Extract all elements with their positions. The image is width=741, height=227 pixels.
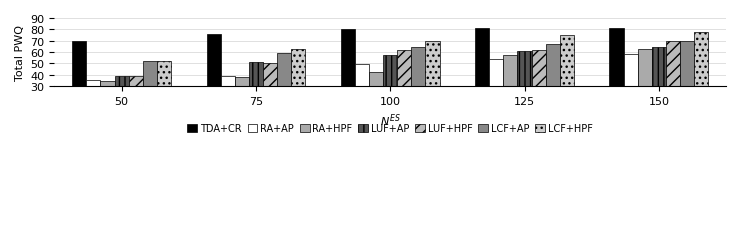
- Bar: [277, 54, 291, 87]
- Bar: [638, 49, 652, 87]
- Bar: [397, 50, 411, 87]
- Bar: [559, 36, 574, 87]
- Bar: [694, 32, 708, 87]
- Bar: [680, 42, 694, 87]
- Bar: [129, 76, 143, 87]
- Bar: [115, 76, 129, 87]
- Bar: [221, 76, 235, 87]
- Bar: [341, 30, 355, 87]
- Bar: [86, 81, 101, 87]
- Bar: [249, 63, 263, 87]
- Bar: [531, 50, 545, 87]
- Bar: [652, 48, 666, 87]
- Bar: [235, 78, 249, 87]
- Bar: [207, 35, 221, 87]
- Bar: [411, 48, 425, 87]
- Bar: [72, 42, 86, 87]
- Bar: [545, 45, 559, 87]
- Bar: [666, 42, 680, 87]
- Bar: [610, 29, 624, 87]
- Bar: [369, 73, 383, 87]
- Y-axis label: Total PWQ: Total PWQ: [15, 25, 25, 81]
- Bar: [517, 52, 531, 87]
- Bar: [157, 62, 171, 87]
- Bar: [624, 55, 638, 87]
- Legend: TDA+CR, RA+AP, RA+HPF, LUF+AP, LUF+HPF, LCF+AP, LCF+HPF: TDA+CR, RA+AP, RA+HPF, LUF+AP, LUF+HPF, …: [184, 120, 597, 138]
- Bar: [355, 65, 369, 87]
- Bar: [263, 64, 277, 87]
- Bar: [475, 29, 489, 87]
- Bar: [489, 59, 503, 87]
- Bar: [503, 56, 517, 87]
- Bar: [101, 82, 115, 87]
- Bar: [383, 56, 397, 87]
- Bar: [291, 49, 305, 87]
- X-axis label: $N^{ES}$: $N^{ES}$: [380, 112, 401, 128]
- Bar: [425, 42, 439, 87]
- Bar: [143, 62, 157, 87]
